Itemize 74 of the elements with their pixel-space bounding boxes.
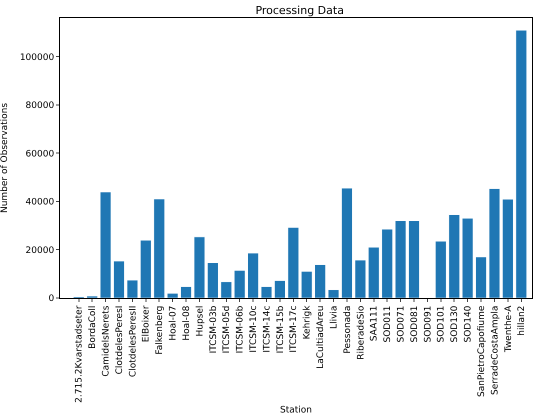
bar [207,262,218,298]
x-axis-title: Station [280,406,312,416]
chart-title: Processing Data [255,4,344,17]
bar [382,228,393,298]
x-tick-label: SOD011 [383,306,394,343]
bar [247,252,259,298]
x-tick-label: ITCSM-15b [276,305,286,354]
x-tick-label: SOD130 [450,305,460,343]
bar [234,270,246,298]
x-tick-label: ITCSM-05d [222,306,232,354]
bar [328,290,340,298]
x-tick-label: Twenthe-A [504,304,514,354]
bar [194,236,206,298]
bar [220,282,232,298]
bar [368,247,380,298]
bar [274,280,286,298]
bar [394,220,406,298]
x-tick-label: ITCSM-17c [289,306,300,353]
x-tick-label: Hoal-08 [182,305,192,341]
bar [113,260,125,298]
x-tick-label: ITCSM-10c [249,306,260,353]
y-tick-label: 100000 [20,52,54,63]
bar [126,280,138,298]
bar [354,260,366,298]
x-tick-label: ITCSM-14c [262,306,272,353]
x-tick-label: Hupsel [195,306,206,337]
x-tick-label: Pessonada [342,306,353,354]
x-tick-label: ClotdelesPeresII [128,306,138,378]
bar [260,286,272,298]
x-tick-label: ElBoixer [142,305,152,342]
y-axis-title: Number of Observations [0,102,10,214]
x-tick-label: ITCSM-03b [208,305,219,354]
x-tick-label: LaCultiadAreu [316,306,326,369]
x-tick-label: SAA111 [370,306,380,342]
x-tick-label: hillan2 [517,306,528,336]
x-tick-label: SerradeCostaAmpla [490,306,500,396]
bar [462,218,474,298]
bar [475,256,487,298]
x-tick-label: SanPietroCapofiume [476,305,487,398]
x-tick-label: SOD140 [464,305,474,343]
x-tick-label: Hoal-07 [168,306,179,341]
bar [301,271,312,298]
bar [516,30,527,298]
bar [448,214,460,298]
bar [288,227,299,298]
bar [167,293,178,298]
y-tick-label: 40000 [26,198,54,208]
x-tick-label: 2.715.2Kvarstadseter [74,305,85,403]
x-tick-label: BordaColl [88,306,98,349]
x-tick-label: ITCSM-06b [236,305,246,354]
bar [435,241,446,298]
x-tick-label: SOD071 [396,306,407,343]
bar [100,192,112,298]
bar [341,188,353,298]
x-tick-label: RiberadeSio [356,305,366,360]
x-tick-label: SOD101 [436,306,447,343]
x-tick-label: Kehrigk [302,304,313,340]
x-tick-label: SOD091 [423,306,434,343]
y-tick-label: 0 [48,294,54,304]
bar [408,220,420,298]
y-tick-label: 60000 [26,149,54,160]
bar [154,198,165,298]
bar [502,199,514,298]
x-tick-label: SOD081 [410,306,420,343]
bar [140,240,152,298]
x-tick-label: ClotdelesPeresI [114,306,125,374]
x-tick-label: Llivia [329,306,340,329]
x-tick-label: CamidelsNerets [102,305,112,377]
bar [488,188,500,298]
y-tick-label: 20000 [26,246,54,256]
x-tick-label: Falkenberg [155,306,166,355]
y-tick-label: 80000 [26,101,54,112]
bar [180,286,192,298]
bar [314,264,326,298]
